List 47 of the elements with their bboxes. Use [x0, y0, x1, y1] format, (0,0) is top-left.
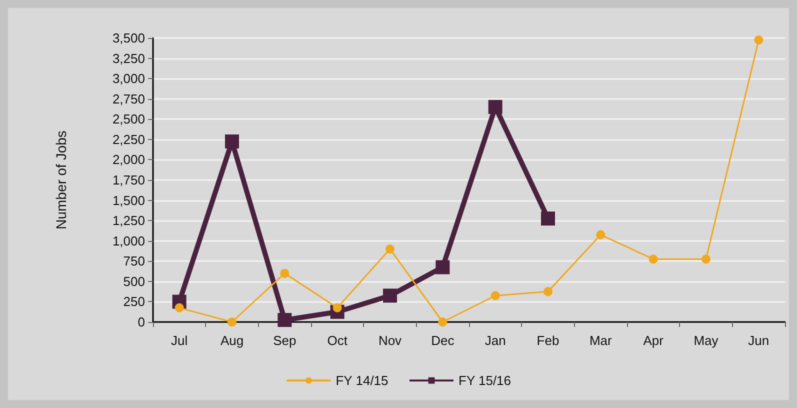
point: [541, 212, 555, 226]
point: [438, 318, 448, 326]
point: [490, 291, 500, 300]
y-tick-label: 2,000: [112, 152, 145, 168]
y-tick-label: 500: [123, 274, 145, 289]
point: [228, 318, 236, 326]
legend-label: FY 15/16: [458, 373, 512, 388]
y-tick-label: 2,750: [112, 91, 145, 106]
x-tick-label: Jan: [484, 333, 506, 348]
y-tick-label: 3,000: [112, 71, 145, 86]
x-tick-label: Nov: [378, 333, 402, 348]
point: [488, 100, 502, 114]
point: [174, 303, 184, 312]
x-tick-label: Dec: [431, 333, 455, 348]
point: [436, 260, 450, 274]
point: [225, 134, 239, 148]
y-tick-label: 1,750: [112, 172, 145, 188]
y-tick-label: 1,500: [112, 192, 145, 208]
x-tick-label: Jul: [171, 333, 188, 348]
point: [383, 288, 397, 303]
x-tick-label: May: [694, 333, 719, 348]
x-tick-label: Feb: [536, 333, 560, 348]
legend-label: FY 14/15: [336, 373, 388, 388]
y-tick-label: 2,500: [112, 112, 145, 127]
point: [702, 254, 710, 264]
x-tick-label: Jun: [748, 333, 770, 348]
point: [386, 244, 394, 254]
x-tick-label: Oct: [327, 333, 348, 348]
x-tick-label: Apr: [643, 333, 664, 348]
point: [544, 287, 552, 296]
y-tick-label: 2,250: [112, 132, 145, 147]
y-tick-label: 0: [138, 314, 145, 330]
y-tick-label: 1,000: [112, 233, 145, 248]
point: [280, 268, 290, 278]
y-tick-label: 250: [123, 294, 145, 310]
point: [596, 230, 606, 240]
x-tick-label: Mar: [589, 333, 613, 348]
point: [648, 254, 658, 264]
point: [278, 312, 292, 327]
x-tick-label: Aug: [220, 333, 244, 348]
y-axis-title: Number of Jobs: [53, 130, 69, 230]
point: [754, 36, 764, 45]
y-tick-label: 3,250: [112, 50, 145, 66]
x-tick-label: Sep: [273, 333, 296, 348]
y-tick-label: 3,500: [112, 30, 145, 46]
y-tick-label: 750: [123, 254, 145, 269]
y-tick-label: 1,250: [112, 213, 145, 228]
